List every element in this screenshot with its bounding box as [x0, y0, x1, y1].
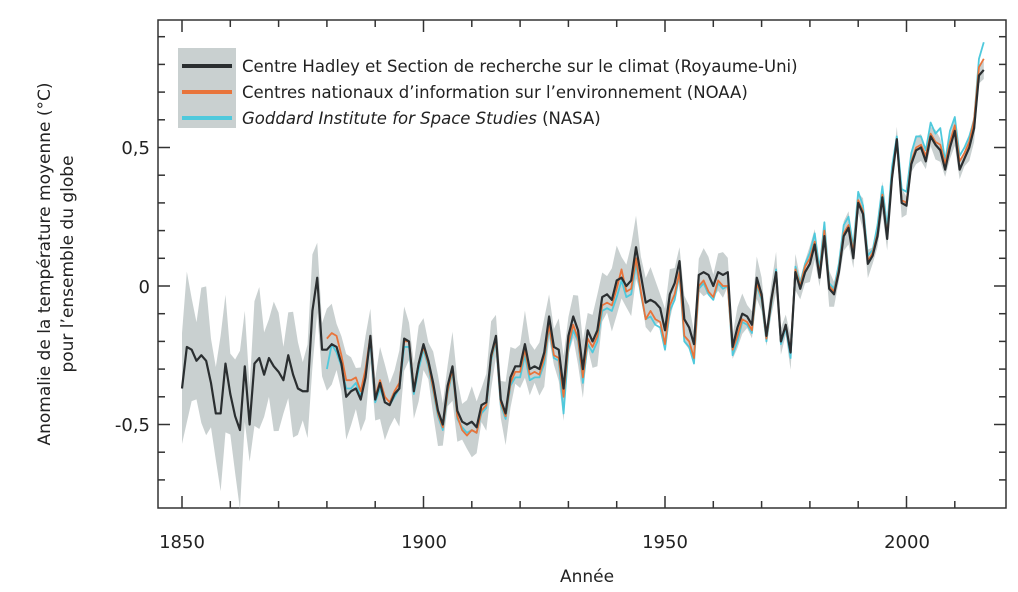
- y-tick-label-neg-0-5: -0,5: [115, 415, 150, 436]
- x-axis-label: Année: [560, 567, 614, 587]
- legend-label-noaa: Centres nationaux d’information sur l’en…: [242, 83, 748, 102]
- y-tick-label-0: 0: [139, 277, 150, 298]
- x-tick-label-1900: 1900: [401, 532, 447, 553]
- legend: Centre Hadley et Section de recherche su…: [178, 48, 798, 128]
- legend-band-swatch: [178, 48, 236, 128]
- y-axis-label-line-2: pour l’ensemble du globe: [58, 155, 78, 372]
- legend-label-nasa-rest: (NASA): [537, 109, 601, 128]
- x-tick-label-2000: 2000: [884, 532, 930, 553]
- y-tick-label-0-5: 0,5: [121, 138, 150, 159]
- legend-label-nasa-italic: Goddard Institute for Space Studies: [242, 109, 537, 128]
- series-lines: [180, 41, 985, 437]
- y-axis-label-line-1: Anomalie de la température moyenne (°C): [35, 82, 55, 445]
- uncertainty-band: [182, 60, 984, 510]
- legend-label-hadley: Centre Hadley et Section de recherche su…: [242, 57, 798, 76]
- series-line-hadley-cru: [180, 69, 985, 432]
- axis-ticks: [158, 20, 1006, 508]
- uncertainty-band-area: [182, 60, 984, 510]
- x-tick-label-1850: 1850: [159, 532, 205, 553]
- plot-frame: [157, 19, 1007, 509]
- x-tick-label-1950: 1950: [642, 532, 688, 553]
- legend-label-nasa: Goddard Institute for Space Studies (NAS…: [242, 109, 601, 128]
